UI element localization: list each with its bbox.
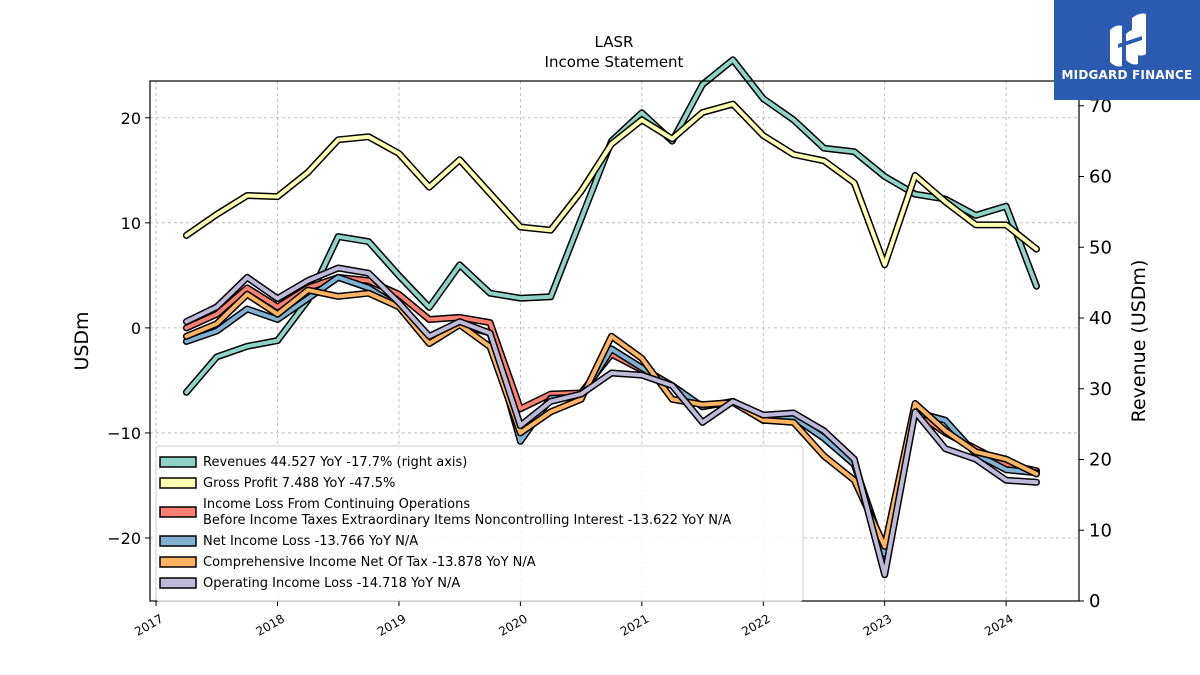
x-tick-label: 2021 [618,611,651,638]
legend-swatch [159,477,197,489]
legend-label: Revenues 44.527 YoY -17.7% (right axis) [203,455,467,470]
legend-swatch [159,456,197,468]
x-tick-label: 2018 [254,611,287,638]
y-axis-right-label: Revenue (USDm) [1128,260,1150,423]
y-left-tick-label: 0 [131,319,141,338]
y-right-tick-label: 10 [1089,520,1112,541]
legend-label: Income Loss From Continuing Operations [203,497,470,512]
y-left-tick-label: −20 [107,529,141,548]
y-right-tick-label: 60 [1089,167,1112,188]
y-right-tick-label: 40 [1089,308,1112,329]
legend-label: Gross Profit 7.488 YoY -47.5% [203,476,395,491]
x-tick-label: 2024 [982,611,1015,638]
x-tick-label: 2020 [496,611,529,638]
legend-label: Operating Income Loss -14.718 YoY N/A [203,576,460,591]
y-right-tick-label: 70 [1089,96,1112,117]
legend-label: Comprehensive Income Net Of Tax -13.878 … [203,555,536,570]
y-axis-left-label: USDm [71,311,93,370]
chart-title: LASR [595,33,634,51]
series-line-outline [182,100,1040,269]
series-line [184,266,1039,577]
x-tick-label: 2017 [132,611,165,638]
midgard-finance-logo: MIDGARD FINANCE [1054,0,1200,100]
y-left-tick-label: 20 [121,109,141,128]
legend-swatch [159,577,197,589]
logo-text: MIDGARD FINANCE [1061,68,1193,82]
series-line [184,288,1039,549]
y-right-tick-label: 50 [1089,237,1112,258]
legend-swatch [159,556,197,568]
series-line [184,102,1039,267]
y-right-tick-label: 30 [1089,379,1112,400]
legend: Revenues 44.527 YoY -17.7% (right axis) G… [155,445,804,602]
y-left-tick-label: 10 [121,214,141,233]
y-right-tick-label: 20 [1089,450,1112,471]
legend-swatch [159,535,197,547]
midgard-logo-icon [1110,13,1146,67]
chart-subtitle: Income Statement [545,53,684,71]
legend-box [155,445,804,602]
x-tick-label: 2023 [861,611,894,638]
legend-swatch [159,506,197,518]
legend-label: Net Income Loss -13.766 YoY N/A [203,534,418,549]
x-tick-label: 2022 [739,611,772,638]
x-tick-label: 2019 [375,611,408,638]
series-layer [182,56,1040,579]
y-left-tick-label: −10 [107,424,141,443]
grid-lines [150,81,1079,601]
legend-label: Before Income Taxes Extraordinary Items … [203,513,731,528]
y-right-tick-label: 0 [1089,591,1100,612]
